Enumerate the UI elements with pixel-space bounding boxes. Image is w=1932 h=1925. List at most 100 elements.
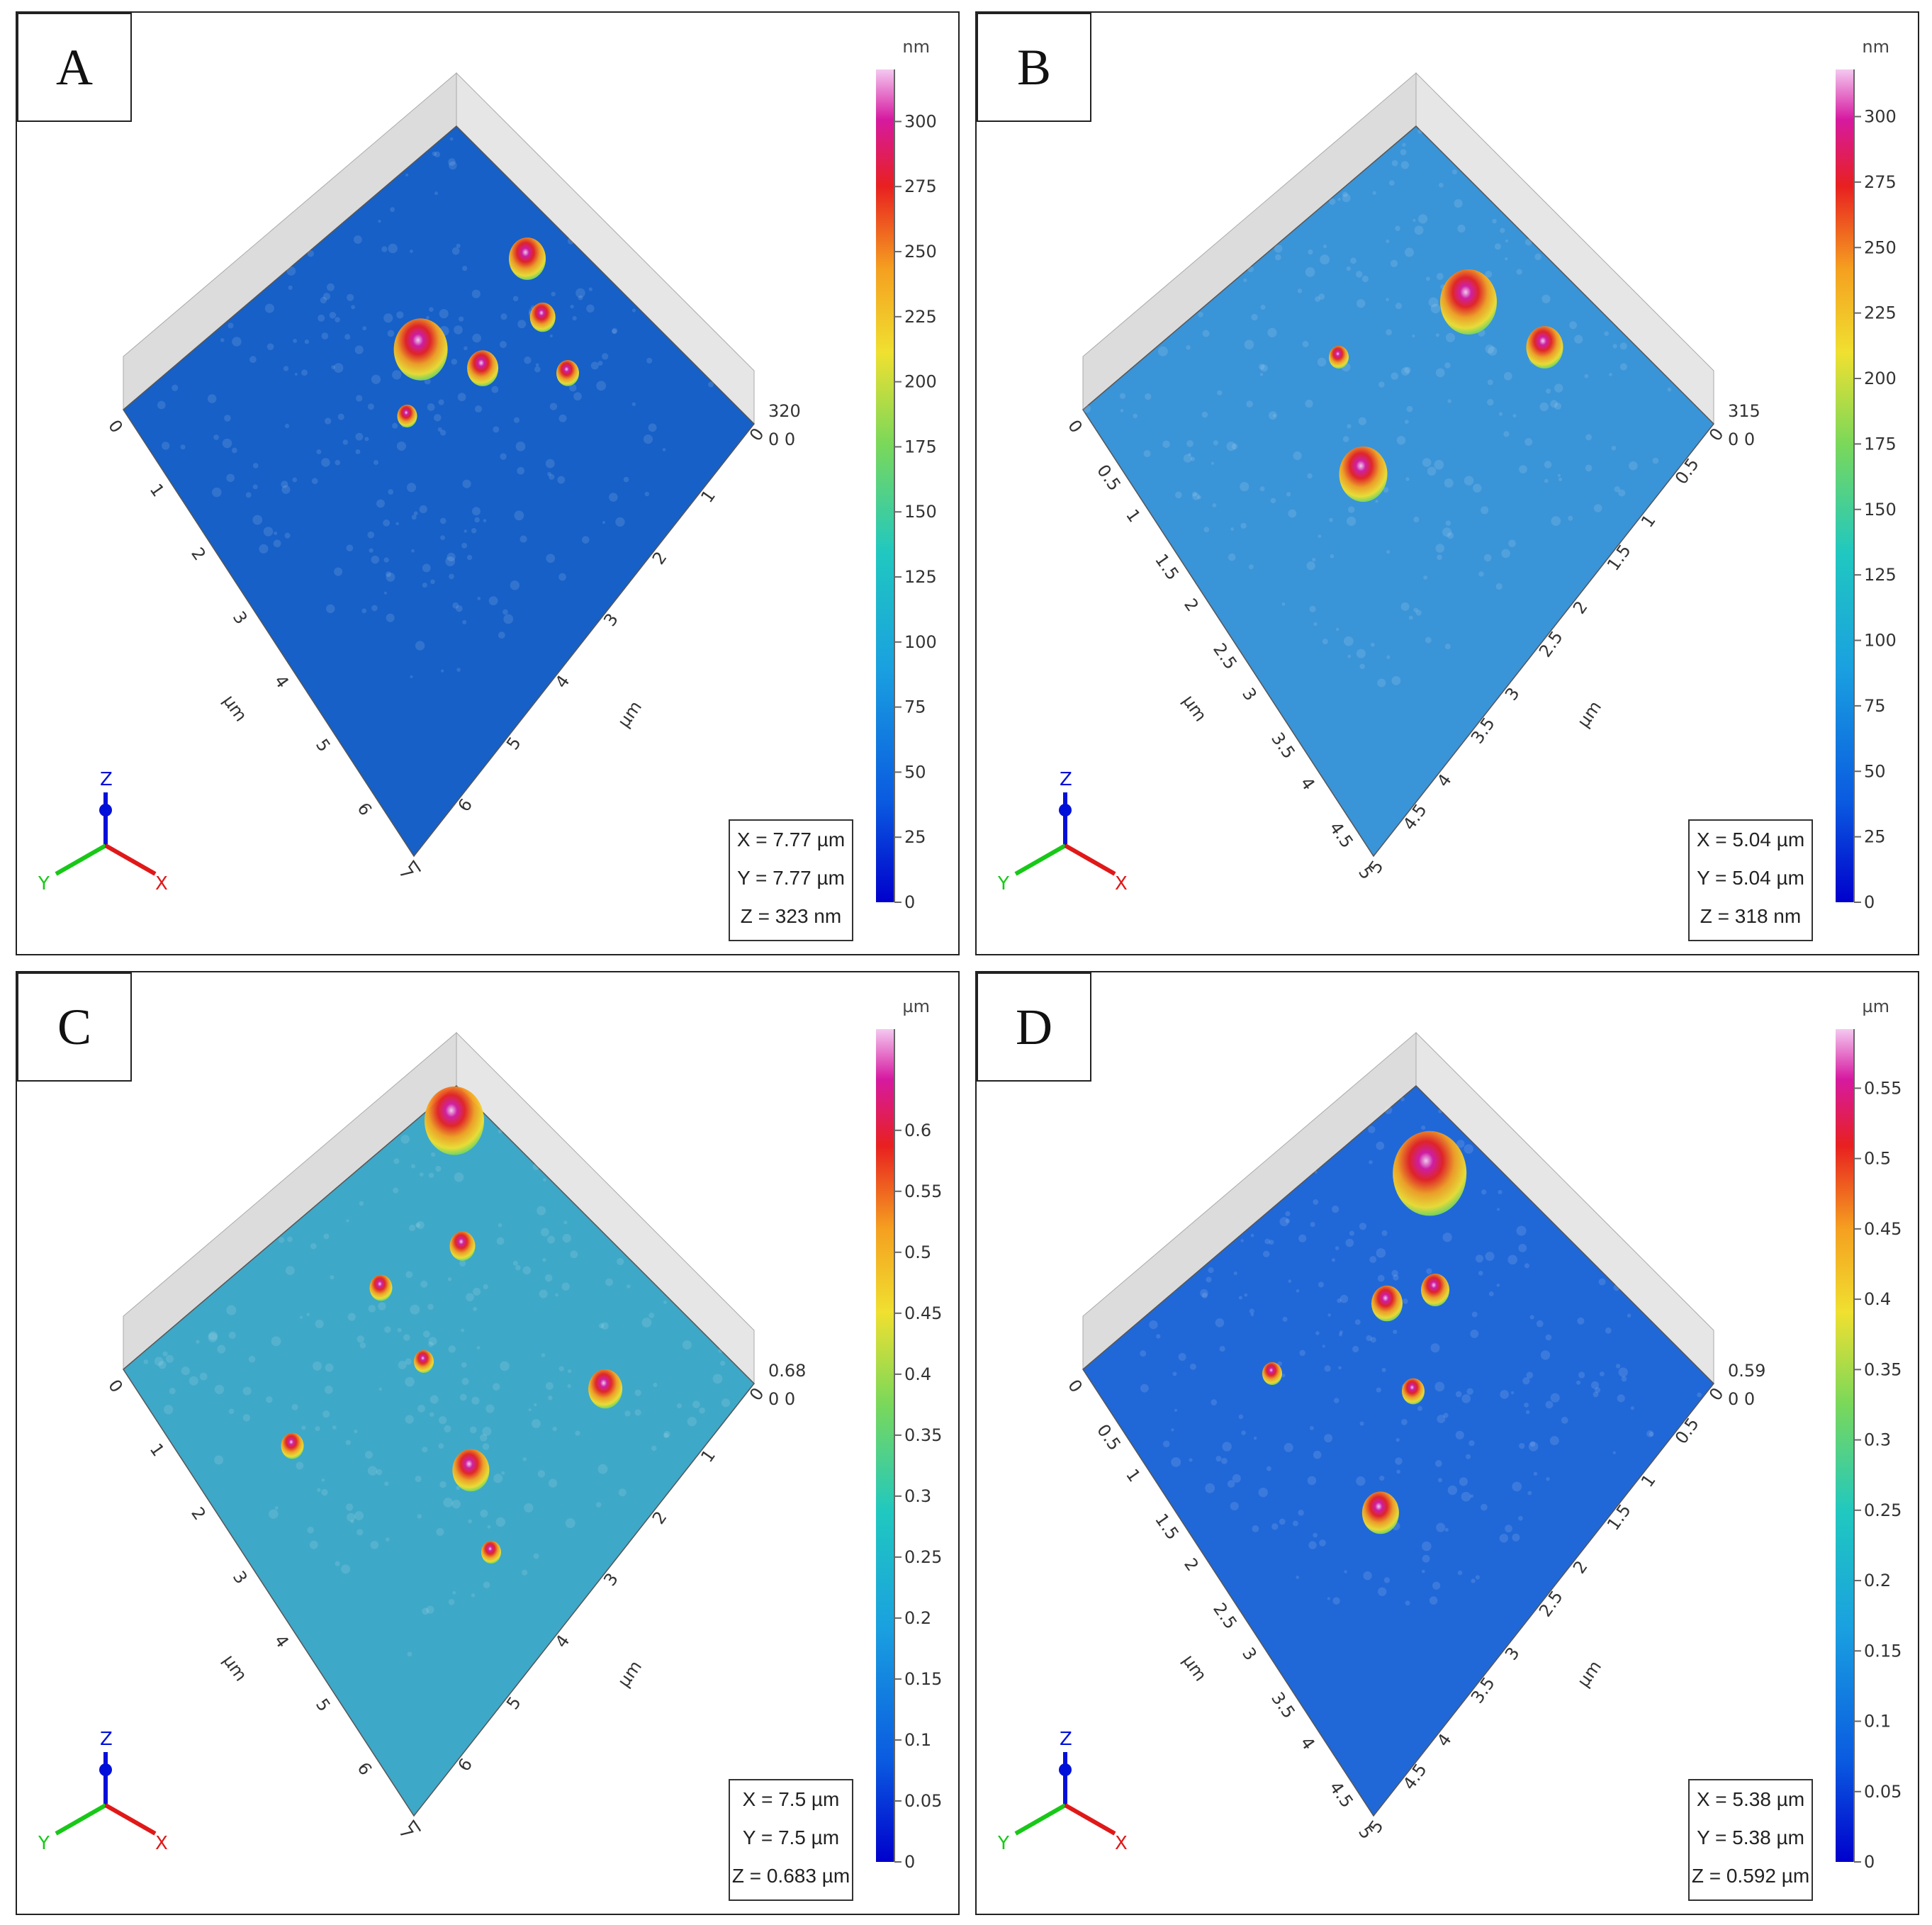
- surface-texture: [330, 312, 337, 319]
- surface-texture: [1534, 1472, 1537, 1476]
- surface-texture: [1569, 321, 1577, 329]
- surface-texture: [346, 1503, 353, 1510]
- surface-texture: [1288, 510, 1296, 518]
- surface-texture: [683, 1340, 692, 1349]
- surface-texture: [1443, 1233, 1452, 1242]
- surface-texture: [224, 415, 231, 422]
- y-tick-label: 3: [1238, 684, 1261, 705]
- afm-3d-view: 0123456701234567µm µm0.680 000.050.10.150…: [17, 972, 960, 1915]
- x-axis-unit: µm: [1573, 1657, 1605, 1691]
- surface-texture: [384, 1326, 391, 1332]
- scan-size-line: X = 7.5 µm: [730, 1780, 852, 1819]
- color-scale-label: 250: [1864, 237, 1897, 257]
- surface-peak: [394, 318, 448, 380]
- y-tick-label: 4: [1296, 773, 1319, 794]
- surface-texture: [1500, 1534, 1508, 1542]
- x-tick-label: 1: [1637, 1471, 1660, 1491]
- surface-texture: [1413, 219, 1415, 222]
- surface-texture: [1524, 1403, 1529, 1408]
- surface-texture: [396, 311, 403, 318]
- surface-texture: [1332, 1206, 1339, 1213]
- surface-texture: [1375, 500, 1378, 503]
- y-tick-label: 0: [104, 1376, 127, 1396]
- surface-texture: [1551, 1393, 1560, 1403]
- surface-texture: [1554, 383, 1563, 392]
- surface-texture: [1568, 516, 1573, 521]
- surface-texture: [1476, 1255, 1483, 1262]
- y-tick-label: 0: [1064, 416, 1086, 437]
- surface-texture: [1269, 411, 1277, 420]
- surface-texture: [648, 1313, 654, 1318]
- surface-texture: [1329, 198, 1335, 205]
- surface-texture: [1386, 329, 1392, 335]
- color-scale-label: 125: [1864, 565, 1897, 585]
- y-axis-letter: Y: [997, 873, 1009, 894]
- surface-texture: [454, 1172, 464, 1182]
- surface-texture: [354, 235, 362, 244]
- surface-texture: [305, 339, 309, 344]
- surface-texture: [1286, 492, 1291, 496]
- surface-texture: [355, 433, 363, 441]
- color-scale-label: 0.15: [1864, 1641, 1902, 1661]
- surface-texture: [1512, 1534, 1520, 1542]
- surface-texture: [493, 1383, 500, 1390]
- surface-texture: [264, 527, 274, 537]
- surface-texture: [589, 287, 592, 291]
- surface-texture: [1500, 228, 1505, 232]
- surface-texture: [644, 434, 653, 444]
- surface-texture: [1620, 342, 1627, 349]
- x-axis-letter: X: [155, 1833, 168, 1854]
- surface-texture: [1505, 257, 1507, 260]
- y-axis-letter: Y: [38, 1833, 50, 1854]
- surface-texture: [1386, 240, 1389, 243]
- surface-texture: [416, 1221, 424, 1229]
- surface-texture: [1576, 1381, 1580, 1385]
- surface-texture: [1310, 1426, 1314, 1430]
- surface-texture: [1432, 1582, 1440, 1590]
- y-tick-label: 5: [312, 735, 335, 756]
- surface-texture: [1203, 330, 1210, 337]
- color-scale-label: 25: [904, 827, 926, 847]
- surface-texture: [420, 1172, 424, 1177]
- surface-texture: [646, 358, 652, 364]
- surface-texture: [1145, 393, 1151, 400]
- y-axis-unit: µm: [1179, 1651, 1211, 1685]
- surface-texture: [1359, 1421, 1364, 1425]
- surface-texture: [162, 1352, 167, 1357]
- surface-texture: [449, 574, 454, 580]
- surface-peak: [370, 1275, 393, 1301]
- afm-3d-view: 00.511.522.533.544.5500.511.522.533.544.…: [977, 972, 1919, 1915]
- surface-texture: [1382, 1368, 1386, 1372]
- surface-texture: [515, 1265, 520, 1270]
- scan-size-line: Z = 0.592 µm: [1690, 1857, 1812, 1895]
- surface-texture: [393, 1158, 399, 1164]
- surface-texture: [516, 442, 526, 451]
- surface-texture: [440, 535, 445, 540]
- scan-size-line: Y = 7.77 µm: [730, 859, 852, 897]
- surface-texture: [332, 1425, 337, 1430]
- surface-texture: [169, 1388, 176, 1394]
- surface-texture: [417, 1405, 425, 1413]
- surface-texture: [368, 1466, 377, 1475]
- surface-texture: [513, 296, 519, 302]
- y-axis-arrow: [1016, 846, 1065, 874]
- surface-texture: [488, 1525, 491, 1529]
- surface-texture: [253, 484, 258, 489]
- surface-texture: [1211, 462, 1214, 465]
- z-axis-max-label: 315: [1728, 401, 1760, 421]
- surface-texture: [720, 1361, 725, 1366]
- surface-texture: [1315, 1331, 1320, 1335]
- surface-texture: [1249, 564, 1254, 569]
- surface-texture: [514, 510, 524, 520]
- surface-texture: [1386, 550, 1390, 554]
- surface-texture: [1457, 225, 1465, 232]
- surface-texture: [1466, 1388, 1473, 1395]
- surface-texture: [462, 266, 467, 271]
- x-axis-unit: µm: [1573, 697, 1605, 731]
- surface-texture: [1171, 1457, 1181, 1467]
- surface-texture: [384, 592, 387, 595]
- surface-texture: [1335, 1246, 1340, 1250]
- surface-texture: [1478, 1271, 1483, 1276]
- surface-texture: [1382, 1230, 1388, 1236]
- surface-texture: [162, 442, 169, 449]
